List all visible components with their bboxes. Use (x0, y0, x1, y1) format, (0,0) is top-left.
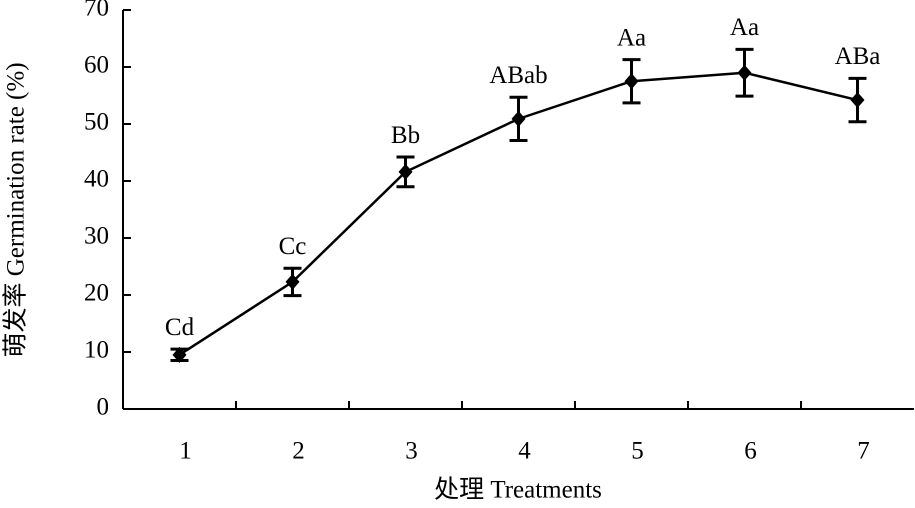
x-tick-label: 6 (744, 438, 757, 465)
annotation: Cc (279, 233, 307, 260)
x-tick-label: 3 (405, 438, 418, 465)
marker (850, 92, 865, 109)
y-tick-label: 50 (84, 109, 109, 136)
y-tick-label: 40 (84, 166, 109, 193)
x-tick-label: 2 (292, 438, 305, 465)
x-tick-label: 1 (179, 438, 192, 465)
annotation: ABa (835, 43, 881, 70)
annotation: ABab (489, 62, 547, 89)
x-tick-label: 5 (631, 438, 644, 465)
y-tick-label: 30 (84, 223, 109, 250)
y-tick-label: 20 (84, 280, 109, 307)
marker (737, 64, 752, 81)
annotation: Aa (730, 14, 759, 41)
annotation: Aa (617, 24, 646, 51)
x-axis-label: 处理 Treatments (434, 476, 602, 504)
y-tick-label: 10 (84, 337, 109, 364)
marker (285, 273, 300, 290)
x-tick-label: 4 (518, 438, 531, 465)
y-tick-label: 60 (84, 52, 109, 79)
marker (624, 73, 639, 90)
marker (511, 110, 526, 127)
y-tick-label: 70 (84, 0, 109, 22)
x-tick-label: 7 (857, 438, 870, 465)
y-tick-label: 0 (97, 394, 110, 421)
marker (172, 346, 187, 363)
annotation: Cd (165, 314, 195, 341)
y-axis-label: 萌发率 Germination rate (%) (2, 62, 30, 357)
annotation: Bb (391, 122, 420, 149)
marker (398, 163, 413, 180)
